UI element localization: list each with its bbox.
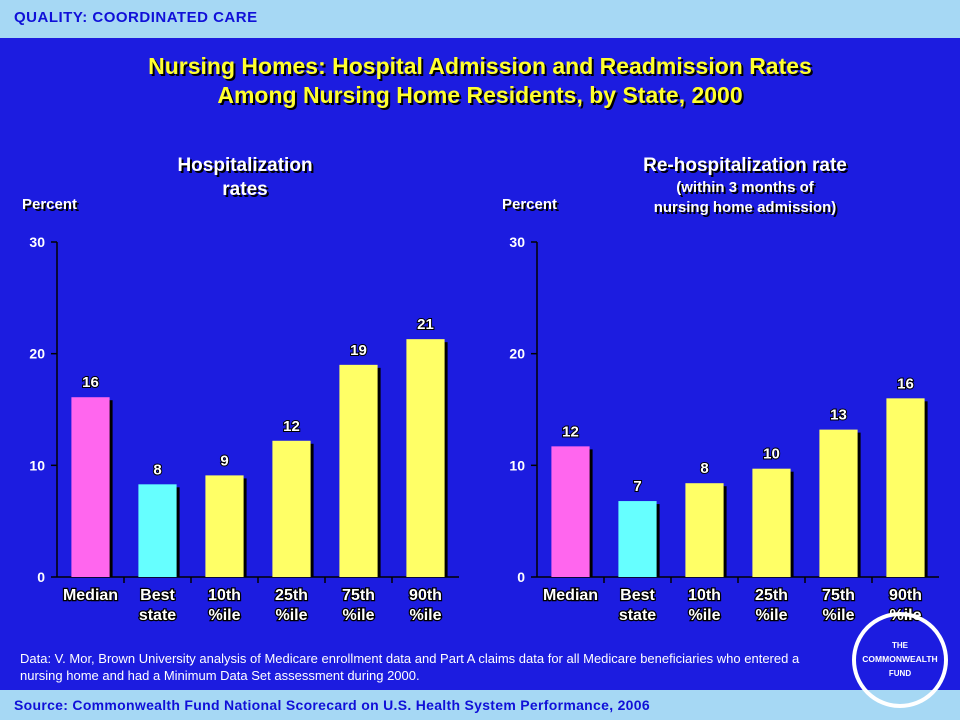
slide-title: Nursing Homes: Hospital Admission and Re… [0,52,960,110]
bar [819,429,858,577]
category-label: 90th [409,587,442,604]
y-tick-label: 0 [517,569,525,585]
footer-band [0,690,960,720]
bar [71,397,110,577]
right-chart-title: Re-hospitalization rate (within 3 months… [590,154,900,218]
right-chart-title-line2: (within 3 months of [676,179,814,196]
y-tick-label: 30 [29,234,45,250]
data-label: 10 [763,446,780,463]
category-label: 75th [822,587,855,604]
data-label: 12 [283,418,300,435]
y-tick-label: 20 [509,346,525,362]
category-label: %ile [755,607,787,624]
category-label: Median [63,587,118,604]
data-label: 21 [417,316,434,333]
data-label: 9 [220,452,228,469]
category-label: 90th [889,587,922,604]
category-label: %ile [342,607,374,624]
bar [339,364,378,577]
commonwealth-fund-logo: THE COMMONWEALTH FUND [852,612,948,708]
y-tick-label: 10 [509,457,525,473]
bar [618,501,657,577]
category-label: 25th [275,587,308,604]
bar [886,398,925,577]
logo-text-line3: FUND [889,669,911,678]
data-label: 19 [350,342,367,359]
data-label: 8 [700,460,708,477]
category-label: %ile [688,607,720,624]
y-tick-label: 0 [37,569,45,585]
bar [272,440,311,577]
left-y-axis-label: Percent [22,196,78,213]
source-note: Source: Commonwealth Fund National Score… [14,697,650,713]
bar [205,475,244,577]
category-label: 10th [688,587,721,604]
bar [685,483,724,577]
bar [752,468,791,577]
chart-1: 0 10 20 30 12 Median 7 Best state 8 10th %ile 10 25th… [509,234,939,625]
section-label: QUALITY: COORDINATED CARE [14,9,258,26]
left-chart-title-line1: Hospitalization [177,155,313,176]
slide-title-line1: Nursing Homes: Hospital Admission and Re… [148,53,812,79]
right-chart-title-line1: Re-hospitalization rate [643,155,847,176]
right-chart-title-line3: nursing home admission) [653,199,837,216]
y-tick-label: 10 [29,457,45,473]
data-label: 8 [153,461,161,478]
slide-title-line2: Among Nursing Home Residents, by State, … [217,82,743,108]
category-label: state [619,607,656,624]
category-label: Best [140,587,175,604]
left-chart-title: Hospitalization rates [140,154,350,202]
data-label: 12 [562,423,579,440]
data-note: Data: V. Mor, Brown University analysis … [20,651,800,683]
bar [551,446,590,577]
category-label: state [139,607,176,624]
category-label: %ile [208,607,240,624]
data-label: 16 [897,375,914,392]
bar [406,339,445,577]
category-label: Best [620,587,655,604]
logo-text-line1: THE [892,641,909,650]
logo-ring [852,612,948,708]
logo-text-line2: COMMONWEALTH [862,654,937,664]
chart-0: 0 10 20 30 16 Median 8 Best state 9 10th %ile 12 25th… [29,234,459,625]
left-chart-title-line2: rates [222,179,268,200]
category-label: 75th [342,587,375,604]
header-band [0,0,960,38]
data-label: 13 [830,407,847,424]
category-label: 10th [208,587,241,604]
data-label: 16 [82,374,99,391]
data-label: 7 [633,478,641,495]
bar [138,484,177,577]
category-label: 25th [755,587,788,604]
category-label: %ile [409,607,441,624]
category-label: Median [543,587,598,604]
right-y-axis-label: Percent [502,196,558,213]
y-tick-label: 20 [29,346,45,362]
y-tick-label: 30 [509,234,525,250]
category-label: %ile [822,607,854,624]
category-label: %ile [275,607,307,624]
